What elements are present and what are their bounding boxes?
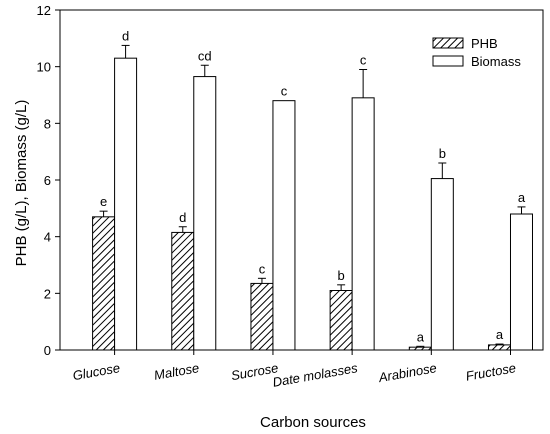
y-tick-label: 0 [44, 343, 51, 358]
bar-biomass [193, 76, 217, 351]
bar-biomass [114, 57, 138, 351]
bar-biomass [509, 213, 533, 351]
x-axis-title: Carbon sources [260, 414, 366, 431]
significance-label-phb: d [179, 210, 186, 225]
bar-phb [487, 344, 511, 351]
significance-label-biomass: b [439, 146, 446, 161]
significance-label-biomass: c [360, 53, 367, 68]
x-tick-label: Arabinose [377, 360, 438, 385]
legend-label-biomass: Biomass [471, 54, 521, 69]
significance-label-phb: c [259, 261, 266, 276]
x-tick-label: Date molasses [271, 360, 359, 390]
y-tick-label: 10 [37, 60, 51, 75]
legend-label-phb: PHB [471, 36, 498, 51]
x-tick-label: Glucose [72, 360, 122, 383]
significance-label-biomass: d [122, 28, 129, 43]
significance-label-biomass: a [518, 190, 526, 205]
y-tick-label: 6 [44, 173, 51, 188]
plot-area: 024681012edGlucosedcdMaltoseccSucrosebcD… [37, 3, 544, 390]
x-tick-label: Fructose [465, 360, 517, 384]
legend-swatch-phb [432, 37, 464, 49]
x-tick-label: Maltose [153, 360, 200, 383]
significance-label-phb: e [100, 194, 107, 209]
legend: PHB Biomass [432, 36, 521, 69]
y-tick-label: 4 [44, 230, 51, 245]
legend-swatch-biomass [432, 55, 464, 67]
bar-phb [329, 290, 353, 351]
significance-label-phb: b [338, 268, 345, 283]
y-tick-label: 12 [37, 3, 51, 18]
y-tick-label: 2 [44, 286, 51, 301]
significance-label-biomass: cd [198, 48, 212, 63]
bar-biomass [430, 178, 454, 351]
bar-phb [408, 346, 432, 351]
bar-phb [250, 282, 274, 351]
significance-label-phb: a [417, 329, 425, 344]
bar-biomass [272, 100, 296, 351]
y-axis-title: PHB (g/L), Biomass (g/L) [13, 100, 30, 267]
bar-biomass [351, 97, 375, 351]
bar-phb [92, 216, 116, 351]
bar-phb [171, 231, 195, 351]
y-tick-label: 8 [44, 116, 51, 131]
significance-label-phb: a [496, 327, 504, 342]
significance-label-biomass: c [281, 84, 288, 99]
